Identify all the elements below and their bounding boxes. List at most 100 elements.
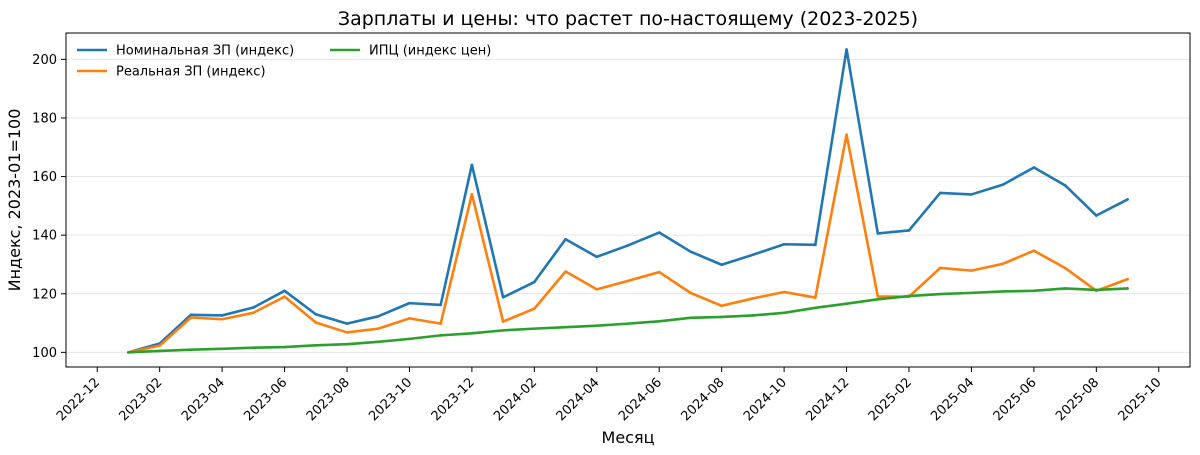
data-point: [720, 263, 723, 267]
data-point: [283, 295, 286, 298]
data-point: [876, 295, 880, 298]
data-point: [970, 193, 973, 196]
plot-frame: [65, 32, 1191, 368]
data-point: [1095, 288, 1098, 292]
data-point: [1032, 249, 1036, 252]
data-point: [657, 270, 661, 274]
data-point: [689, 250, 692, 253]
chart-title: Зарплаты и цены: что растет по-настоящем…: [338, 8, 918, 30]
data-point: [970, 269, 973, 272]
y-tick-label: 160: [32, 170, 57, 185]
data-point: [439, 334, 442, 337]
data-point: [595, 255, 599, 259]
data-point: [938, 292, 942, 296]
data-point: [470, 163, 474, 167]
data-point: [876, 298, 880, 301]
data-point: [439, 322, 442, 325]
y-tick-label: 180: [32, 111, 57, 126]
data-point: [345, 342, 349, 346]
data-point: [345, 322, 349, 325]
data-point: [657, 319, 661, 323]
data-point: [845, 133, 848, 136]
data-point: [1001, 183, 1004, 187]
x-axis-title: Месяц: [602, 428, 655, 447]
data-point: [533, 307, 536, 311]
data-point: [1095, 214, 1098, 217]
data-point: [501, 320, 505, 323]
data-point: [1063, 287, 1067, 290]
data-point: [1126, 198, 1129, 201]
legend-label: Реальная ЗП (индекс): [116, 65, 266, 80]
y-axis: 100 120 140 160 180 200: [32, 53, 66, 361]
y-axis-title: Индекс, 2023-01=100: [5, 109, 24, 292]
data-point: [252, 346, 255, 349]
series-lines: [127, 48, 1129, 354]
data-point: [220, 347, 224, 351]
y-tick-label: 100: [32, 346, 57, 361]
data-point: [626, 279, 630, 283]
data-point: [189, 348, 193, 352]
data-point: [1126, 287, 1129, 290]
data-point: [533, 280, 536, 284]
data-point: [845, 48, 848, 51]
data-point: [1032, 166, 1036, 169]
data-point: [470, 332, 474, 335]
data-point: [845, 302, 848, 306]
data-point: [220, 317, 224, 321]
data-point: [220, 314, 224, 317]
data-point: [189, 316, 193, 319]
data-point: [876, 232, 880, 235]
y-tick-label: 200: [32, 53, 57, 68]
data-point: [408, 301, 411, 305]
data-point: [751, 253, 755, 257]
data-point: [252, 306, 255, 309]
data-point: [751, 314, 755, 317]
data-point: [689, 291, 692, 295]
data-point: [1001, 262, 1004, 266]
data-point: [814, 306, 817, 310]
data-point: [314, 312, 318, 316]
data-point: [376, 315, 380, 318]
data-point: [127, 351, 130, 354]
data-point: [252, 311, 255, 315]
data-point: [376, 327, 380, 330]
data-point: [501, 329, 505, 332]
data-point: [626, 322, 630, 325]
data-point: [158, 349, 161, 353]
data-point: [938, 191, 942, 195]
data-point: [1063, 184, 1067, 187]
data-point: [782, 311, 786, 315]
data-point: [470, 192, 474, 196]
data-point: [657, 231, 661, 234]
data-point: [595, 288, 599, 291]
y-tick-label: 140: [32, 229, 57, 244]
data-point: [814, 243, 817, 247]
data-point: [1063, 266, 1067, 270]
data-point: [158, 344, 161, 347]
data-point: [689, 316, 692, 320]
data-point: [1032, 289, 1036, 293]
data-point: [314, 321, 318, 324]
data-point: [189, 313, 193, 317]
series-points-1: [127, 133, 1129, 354]
data-point: [314, 344, 318, 347]
data-point: [720, 315, 723, 319]
data-point: [720, 304, 723, 308]
legend: Номинальная ЗП (индекс) Реальная ЗП (инде…: [77, 44, 491, 80]
data-point: [782, 290, 786, 294]
data-point: [1126, 277, 1129, 281]
data-point: [1001, 290, 1004, 293]
data-point: [501, 295, 505, 299]
data-point: [595, 324, 599, 327]
data-point: [533, 327, 536, 330]
data-point: [970, 291, 973, 295]
y-tick-label: 120: [32, 287, 57, 302]
data-point: [782, 242, 786, 246]
data-point: [907, 294, 911, 298]
data-point: [564, 325, 567, 329]
data-point: [814, 296, 817, 299]
data-point: [283, 289, 286, 293]
data-point: [408, 317, 411, 320]
